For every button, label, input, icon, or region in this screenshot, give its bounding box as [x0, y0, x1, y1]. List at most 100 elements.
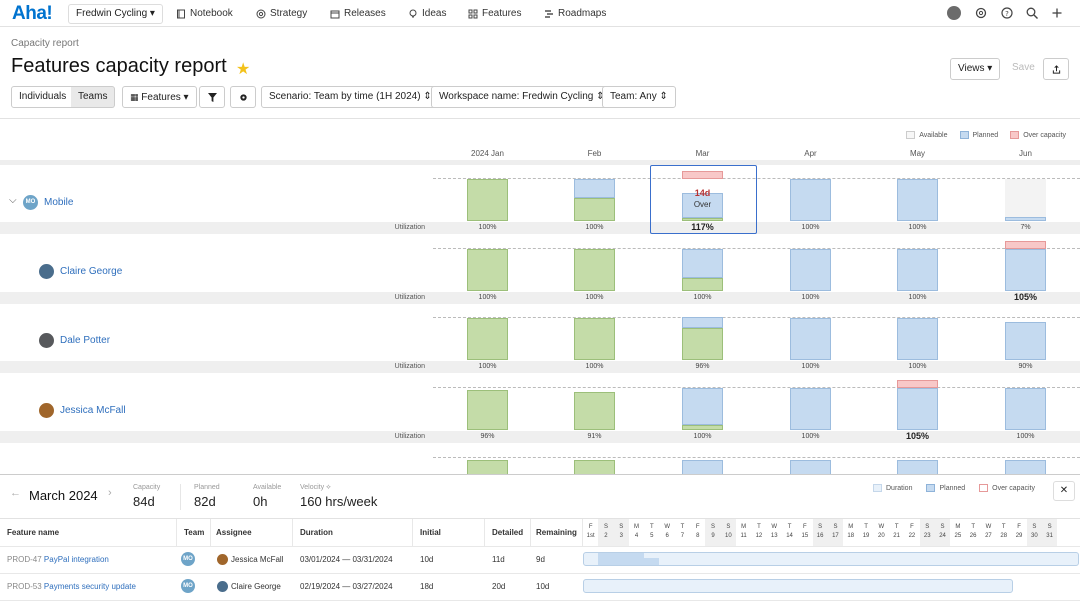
help-icon[interactable]: ? [1000, 6, 1014, 20]
day-number: 17 [832, 533, 839, 539]
day-letter: T [971, 524, 975, 530]
individuals-toggle[interactable]: Individuals [11, 86, 75, 108]
next-month-icon[interactable]: › [108, 487, 112, 499]
add-icon[interactable] [1050, 6, 1064, 20]
day-1: F 1st [583, 519, 598, 546]
search-icon[interactable] [1025, 6, 1039, 20]
utilization-2-2: 96% [695, 363, 710, 370]
breadcrumb[interactable]: Capacity report [11, 38, 79, 49]
views-dropdown[interactable]: Views ▾ [950, 58, 1001, 80]
utilization-0-3: 100% [801, 224, 820, 231]
scenario-dropdown[interactable]: Scenario: Team by time (1H 2024) ⇕ [261, 86, 440, 108]
bar-available-1-1 [574, 249, 615, 291]
workspace-filter[interactable]: Workspace name: Fredwin Cycling ⇕ [431, 86, 613, 108]
planned-label: Planned [194, 484, 220, 491]
day-28: T 28 [996, 519, 1011, 546]
bar-available-3-1 [574, 392, 615, 430]
col-assignee: Assignee [209, 519, 293, 546]
bar-available-1-2 [682, 278, 723, 291]
member-name-2[interactable]: Dale Potter [60, 335, 111, 346]
scenario-label: Scenario: Team by time (1H 2024) [269, 91, 421, 102]
day-number: 22 [908, 533, 916, 539]
team-badge-1: MO [181, 579, 195, 593]
team-name[interactable]: Mobile [44, 197, 74, 208]
day-letter: T [894, 524, 899, 530]
row-0-utilization-label: Utilization [394, 224, 425, 231]
strategy-icon [256, 9, 266, 19]
feature-link[interactable]: PayPal integration [43, 555, 109, 564]
prev-month-icon[interactable]: ← [10, 487, 21, 499]
nav-releases[interactable]: Releases [330, 4, 386, 24]
nav-notebook[interactable]: Notebook [176, 4, 233, 24]
utilization-2-5: 90% [1018, 363, 1033, 370]
save-button[interactable]: Save [1005, 58, 1042, 80]
bar-available-3-0 [467, 390, 508, 430]
settings-button[interactable] [230, 86, 256, 108]
feature-cell-0: PROD-47 PayPal integration [0, 546, 177, 573]
day-letter: T [1001, 524, 1006, 530]
bar-planned-0-3 [790, 179, 831, 221]
nav-ideas[interactable]: Ideas [408, 4, 446, 24]
expand-chevron-icon[interactable]: ⌵ [9, 195, 17, 206]
member-name-3[interactable]: Jessica McFall [60, 405, 126, 416]
day-letter: W [878, 524, 885, 530]
export-button[interactable] [1043, 58, 1069, 80]
detailed-0: 11d [492, 555, 505, 564]
legend-planned-2: Planned [939, 484, 966, 492]
day-24: S 24 [934, 519, 951, 546]
nav-roadmaps[interactable]: Roadmaps [544, 4, 606, 24]
caret-down-icon: ▾ [987, 63, 993, 74]
member-name-1[interactable]: Claire George [60, 266, 123, 277]
updown-icon: ⇕ [659, 91, 668, 102]
day-letter: S [833, 524, 838, 530]
day-number: 20 [877, 533, 885, 539]
notebook-icon [177, 9, 185, 19]
features-dropdown[interactable]: ▦ Features ▾ [122, 86, 197, 108]
day-30: S 30 [1026, 519, 1042, 546]
bar-available-2-1 [574, 318, 615, 360]
day-number: 13 [770, 533, 778, 539]
close-icon[interactable]: ✕ [1053, 481, 1075, 501]
workspace-selector[interactable]: Fredwin Cycling ▾ [68, 4, 163, 24]
table-top-border [0, 518, 1080, 519]
teams-toggle[interactable]: Teams [71, 86, 116, 108]
day-number: 24 [939, 533, 946, 539]
velocity-info-icon[interactable]: ⟡ [326, 484, 331, 491]
nav-releases-label: Releases [344, 8, 386, 19]
bar-next-1 [574, 460, 615, 474]
feature-cell-1: PROD-53 Payments security update [0, 573, 177, 600]
day-number: 29 [1015, 533, 1023, 539]
user-avatar[interactable] [947, 6, 961, 20]
day-number: 1st [586, 533, 595, 539]
star-icon[interactable]: ★ [236, 61, 251, 78]
day-29: F 29 [1011, 519, 1026, 546]
assignee-avatar-0 [217, 554, 228, 565]
day-number: 10 [724, 533, 732, 539]
day-letter: F [803, 524, 807, 530]
capacity-value: 84d [133, 494, 155, 509]
legend-over-2: Over capacity [992, 484, 1035, 492]
day-number: 8 [696, 533, 700, 539]
nav-strategy[interactable]: Strategy [256, 4, 307, 24]
roadmaps-icon [545, 10, 553, 18]
day-letter: S [940, 524, 945, 530]
col-initial: Initial [413, 519, 485, 546]
bar-available-0-1 [574, 198, 615, 221]
utilization-3-1: 91% [587, 433, 602, 440]
top-nav: Aha! Fredwin Cycling ▾ Notebook Strategy… [0, 0, 1080, 27]
day-number: 14 [786, 533, 793, 539]
utilization-0-0: 100% [478, 224, 497, 231]
day-number: 25 [954, 533, 962, 539]
settings-icon[interactable] [974, 6, 988, 20]
feature-link[interactable]: Payments security update [43, 582, 136, 591]
selected-cell[interactable] [650, 165, 757, 234]
aha-logo[interactable]: Aha! [12, 3, 53, 24]
filter-button[interactable] [199, 86, 225, 108]
team-badge-0: MO [181, 552, 195, 566]
legend-duration-swatch [873, 484, 882, 492]
velocity-label-text: Velocity [300, 484, 325, 491]
nav-features[interactable]: Features [468, 4, 521, 24]
team-filter[interactable]: Team: Any ⇕ [602, 86, 676, 108]
row-3-utilization-label: Utilization [394, 433, 425, 440]
